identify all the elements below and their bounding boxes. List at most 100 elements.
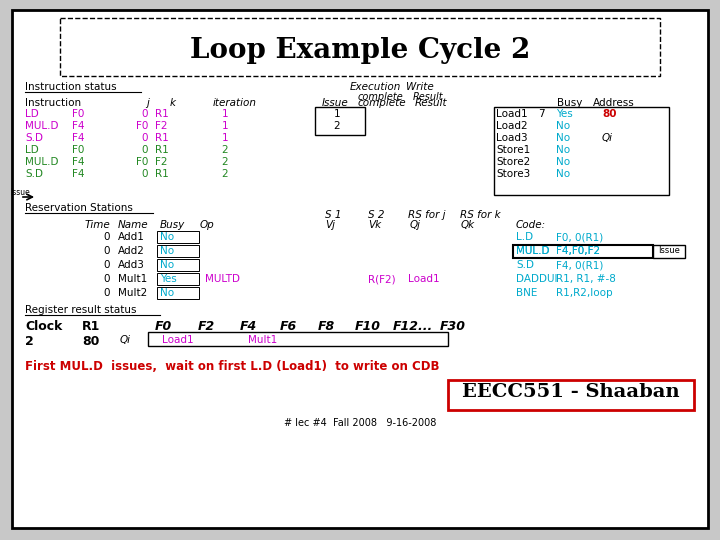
Bar: [315, 107, 365, 135]
Text: Store1: Store1: [496, 145, 530, 155]
Text: LD: LD: [25, 109, 39, 119]
Bar: [157, 273, 199, 285]
Bar: [448, 380, 694, 410]
Text: Time: Time: [84, 220, 110, 230]
Text: Mult1: Mult1: [118, 274, 148, 284]
Text: 1: 1: [222, 109, 228, 119]
Text: 2: 2: [222, 145, 228, 155]
Text: 1: 1: [222, 121, 228, 131]
Text: S 1: S 1: [325, 210, 341, 220]
Text: F2: F2: [155, 121, 168, 131]
Text: Name: Name: [118, 220, 148, 230]
Text: 1: 1: [333, 109, 341, 119]
Text: Yes: Yes: [556, 109, 572, 119]
Text: Load1: Load1: [496, 109, 528, 119]
Text: Busy: Busy: [557, 98, 582, 108]
Text: F4: F4: [72, 121, 84, 131]
Text: Result: Result: [415, 98, 448, 108]
Text: Instruction: Instruction: [25, 98, 81, 108]
Text: 80: 80: [82, 335, 99, 348]
Text: Register result status: Register result status: [25, 305, 137, 315]
Text: 2: 2: [25, 335, 34, 348]
Text: MULTD: MULTD: [205, 274, 240, 284]
Bar: [494, 107, 669, 195]
Text: 7: 7: [538, 109, 544, 119]
Text: S.D: S.D: [516, 260, 534, 270]
Text: 2: 2: [333, 121, 341, 131]
Bar: [157, 245, 199, 257]
Text: Load3: Load3: [496, 133, 528, 143]
Text: MUL.D: MUL.D: [25, 157, 58, 167]
Text: Yes: Yes: [160, 274, 176, 284]
Text: 0: 0: [142, 169, 148, 179]
Text: Vk: Vk: [368, 220, 381, 230]
Text: Store3: Store3: [496, 169, 530, 179]
Text: L.D: L.D: [516, 232, 533, 242]
Text: Issue: Issue: [10, 188, 30, 197]
Text: Execution: Execution: [350, 82, 401, 92]
Text: Loop Example Cycle 2: Loop Example Cycle 2: [190, 37, 530, 64]
Bar: [653, 245, 685, 258]
Text: 0: 0: [104, 274, 110, 284]
Text: 0: 0: [104, 232, 110, 242]
Bar: [513, 245, 653, 258]
Text: RS for j: RS for j: [408, 210, 446, 220]
Text: S.D: S.D: [25, 169, 43, 179]
Text: R1: R1: [155, 145, 168, 155]
Text: No: No: [160, 260, 174, 270]
Text: Store2: Store2: [496, 157, 530, 167]
Bar: [157, 231, 199, 243]
Text: Load1: Load1: [408, 274, 440, 284]
Text: No: No: [556, 121, 570, 131]
Text: 2: 2: [222, 157, 228, 167]
Text: 0: 0: [104, 288, 110, 298]
Text: 0: 0: [104, 260, 110, 270]
Text: F4,F0,F2: F4,F0,F2: [556, 246, 600, 256]
Text: F4: F4: [72, 169, 84, 179]
Text: No: No: [556, 157, 570, 167]
Text: 0: 0: [104, 246, 110, 256]
Text: Load2: Load2: [496, 121, 528, 131]
Text: iteration: iteration: [213, 98, 257, 108]
Text: F0: F0: [135, 121, 148, 131]
Bar: [157, 259, 199, 271]
Text: MUL.D: MUL.D: [516, 246, 549, 256]
Text: R(F2): R(F2): [368, 274, 395, 284]
Text: F4: F4: [72, 157, 84, 167]
Text: F30: F30: [440, 320, 466, 333]
Text: MUL.D: MUL.D: [516, 246, 549, 256]
Text: Vj: Vj: [325, 220, 335, 230]
Text: 0: 0: [142, 133, 148, 143]
Text: 0: 0: [142, 145, 148, 155]
Text: F0: F0: [72, 109, 84, 119]
Text: No: No: [556, 133, 570, 143]
Text: F0: F0: [72, 145, 84, 155]
Text: F2: F2: [198, 320, 215, 333]
Text: F4, 0(R1): F4, 0(R1): [556, 260, 603, 270]
Text: Reservation Stations: Reservation Stations: [25, 203, 133, 213]
Text: Mult1: Mult1: [248, 335, 277, 345]
Text: 0: 0: [142, 109, 148, 119]
Text: R1: R1: [155, 133, 168, 143]
Bar: [148, 332, 448, 346]
Text: F0: F0: [155, 320, 172, 333]
Text: Write: Write: [406, 82, 433, 92]
Text: Busy: Busy: [160, 220, 185, 230]
Text: Add2: Add2: [118, 246, 145, 256]
Text: F4: F4: [72, 133, 84, 143]
Text: R1,R2,loop: R1,R2,loop: [556, 288, 613, 298]
Text: j: j: [146, 98, 149, 108]
Text: F0, 0(R1): F0, 0(R1): [556, 232, 603, 242]
Text: R1: R1: [82, 320, 100, 333]
Text: RS for k: RS for k: [460, 210, 500, 220]
Text: R1, R1, #-8: R1, R1, #-8: [556, 274, 616, 284]
Text: Add1: Add1: [118, 232, 145, 242]
Text: LD: LD: [25, 145, 39, 155]
Text: DADDUI: DADDUI: [516, 274, 557, 284]
Bar: [157, 287, 199, 299]
Text: F4,F0,F2: F4,F0,F2: [556, 246, 600, 256]
Text: F10: F10: [355, 320, 381, 333]
Text: 2: 2: [222, 169, 228, 179]
Text: complete: complete: [358, 92, 404, 102]
Text: Issue: Issue: [658, 246, 680, 255]
